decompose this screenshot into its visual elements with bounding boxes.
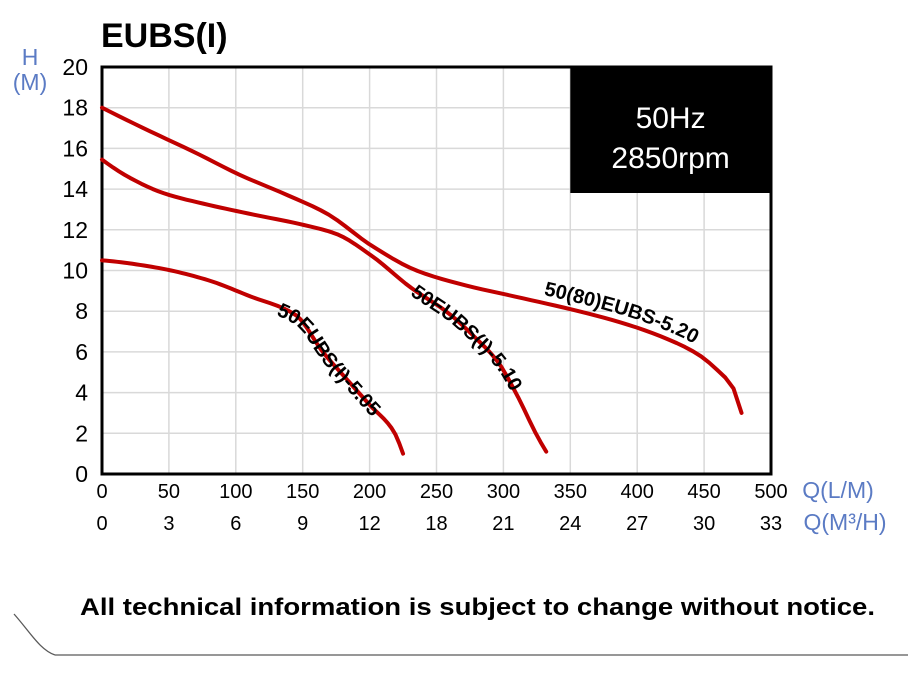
svg-text:18: 18: [425, 513, 447, 535]
svg-text:4: 4: [75, 380, 88, 406]
svg-text:30: 30: [693, 513, 715, 535]
svg-text:H: H: [22, 44, 39, 70]
svg-text:450: 450: [687, 481, 720, 503]
svg-text:150: 150: [286, 481, 319, 503]
svg-text:400: 400: [621, 481, 654, 503]
svg-text:6: 6: [230, 513, 241, 535]
svg-text:3: 3: [163, 513, 174, 535]
svg-text:27: 27: [626, 513, 648, 535]
svg-text:100: 100: [219, 481, 252, 503]
svg-text:All technical information is s: All technical information is subject to …: [80, 594, 875, 621]
svg-text:500: 500: [754, 481, 787, 503]
svg-text:250: 250: [420, 481, 453, 503]
svg-text:14: 14: [62, 176, 88, 202]
svg-text:2: 2: [75, 420, 88, 446]
svg-text:21: 21: [492, 513, 514, 535]
svg-text:2850rpm: 2850rpm: [611, 142, 729, 175]
svg-text:10: 10: [62, 258, 88, 284]
svg-text:50: 50: [158, 481, 180, 503]
svg-text:50EUBS(I)-5.05: 50EUBS(I)-5.05: [274, 300, 385, 421]
svg-text:Q(L/M): Q(L/M): [802, 477, 874, 503]
svg-text:24: 24: [559, 513, 581, 535]
svg-text:300: 300: [487, 481, 520, 503]
svg-text:12: 12: [358, 513, 380, 535]
svg-text:(M): (M): [13, 69, 47, 95]
svg-text:350: 350: [554, 481, 587, 503]
svg-text:18: 18: [62, 95, 88, 121]
svg-text:16: 16: [62, 135, 88, 161]
svg-text:9: 9: [297, 513, 308, 535]
svg-text:6: 6: [75, 339, 88, 365]
svg-text:0: 0: [96, 481, 107, 503]
svg-text:50EUBS(I)-5.10: 50EUBS(I)-5.10: [407, 281, 526, 395]
svg-text:200: 200: [353, 481, 386, 503]
svg-text:0: 0: [75, 461, 88, 487]
svg-text:EUBS(I): EUBS(I): [101, 17, 228, 55]
svg-text:20: 20: [62, 54, 88, 80]
svg-text:50(80)EUBS-5.20: 50(80)EUBS-5.20: [542, 278, 702, 348]
svg-text:8: 8: [75, 298, 88, 324]
svg-text:0: 0: [96, 513, 107, 535]
svg-text:Q(M³/H): Q(M³/H): [803, 509, 886, 535]
svg-text:33: 33: [760, 513, 782, 535]
svg-text:12: 12: [62, 217, 88, 243]
svg-text:50Hz: 50Hz: [636, 102, 706, 135]
